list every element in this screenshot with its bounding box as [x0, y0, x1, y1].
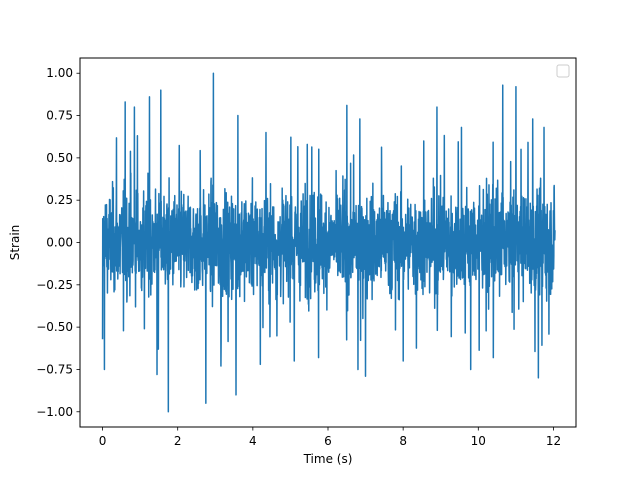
y-tick-label: −1.00 — [36, 405, 73, 419]
x-axis-label: Time (s) — [303, 452, 353, 466]
y-tick-label: −0.50 — [36, 320, 73, 334]
y-tick-label: 0.50 — [46, 151, 73, 165]
y-tick-label: 0.25 — [46, 193, 73, 207]
y-tick-label: −0.25 — [36, 278, 73, 292]
x-tick-label: 0 — [99, 434, 107, 448]
legend-box — [556, 64, 570, 78]
x-tick-label: 10 — [471, 434, 486, 448]
x-axis: 0 2 4 6 8 10 12 — [99, 427, 561, 448]
strain-series-line — [101, 72, 556, 413]
x-tick-label: 4 — [249, 434, 257, 448]
series-layer — [101, 72, 556, 413]
y-tick-label: 1.00 — [46, 66, 73, 80]
y-tick-label: 0.75 — [46, 109, 73, 123]
x-tick-label: 2 — [174, 434, 182, 448]
x-tick-label: 12 — [546, 434, 561, 448]
x-tick-label: 8 — [399, 434, 407, 448]
y-tick-label: 0.00 — [46, 236, 73, 250]
y-tick-label: −0.75 — [36, 362, 73, 376]
x-tick-label: 6 — [324, 434, 332, 448]
y-axis-label: Strain — [8, 225, 22, 261]
y-axis: −1.00 −0.75 −0.50 −0.25 0.00 0.25 0.50 0.75 1.00 — [36, 66, 80, 419]
